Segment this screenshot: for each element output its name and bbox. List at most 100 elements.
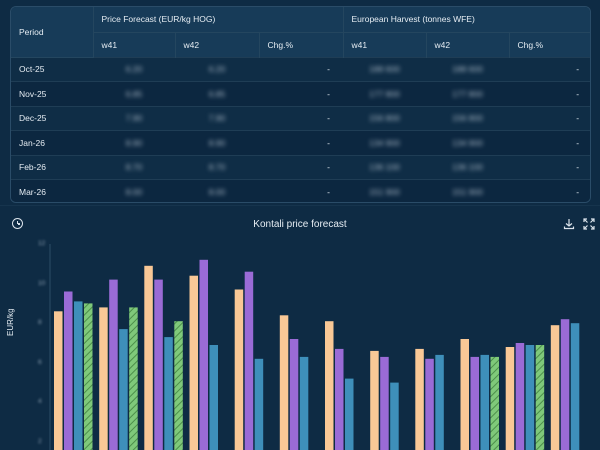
- forecast-table: Period Price Forecast (EUR/kg HOG) Europ…: [11, 7, 590, 202]
- table-row: Feb-26 8.70 8.70 - 136 100 136 100 -: [11, 155, 590, 180]
- bar-series-2-11[interactable]: [515, 343, 525, 450]
- period-header[interactable]: Period: [11, 7, 94, 58]
- price-chg-header[interactable]: Chg.%: [259, 32, 344, 57]
- period-cell: Nov-25: [19, 88, 47, 99]
- bar-series-1-9[interactable]: [415, 348, 424, 450]
- bar-series-1-6[interactable]: [279, 315, 289, 450]
- bar-series-3-6[interactable]: [299, 356, 309, 450]
- expand-icon[interactable]: [583, 218, 595, 230]
- bar-series-3-10[interactable]: [480, 354, 490, 450]
- value-cell: 8.90: [125, 137, 143, 148]
- price-chart: EUR/kg 12 10 8 6 4 2: [0, 236, 600, 450]
- download-icon[interactable]: [563, 218, 575, 230]
- bar-series-1-3[interactable]: [144, 265, 153, 450]
- value-cell: 156 800: [452, 113, 483, 124]
- value-cell: 151 900: [369, 187, 400, 197]
- y-tick-label: 2: [38, 438, 42, 445]
- table-row: Nov-25 6.85 6.85 - 177 800 177 800 -: [11, 81, 590, 106]
- period-cell: Feb-26: [19, 162, 46, 173]
- bar-series-3-1[interactable]: [74, 301, 83, 450]
- value-cell: 151 900: [452, 187, 483, 197]
- bar-series-1-1[interactable]: [54, 311, 63, 450]
- y-tick-label: 12: [38, 240, 46, 247]
- bar-series-1-10[interactable]: [460, 339, 470, 450]
- bar-series-3-4[interactable]: [209, 345, 219, 450]
- y-tick-label: 8: [38, 319, 42, 327]
- european-harvest-group-header: European Harvest (tonnes WFE): [343, 7, 590, 33]
- bar-series-3-5[interactable]: [254, 358, 264, 450]
- bar-series-2-10[interactable]: [470, 356, 480, 450]
- value-cell: 6.20: [208, 64, 226, 75]
- bar-series-1-5[interactable]: [234, 289, 244, 450]
- period-cell: Dec-25: [19, 113, 47, 124]
- bar-series-1-11[interactable]: [505, 347, 515, 450]
- value-cell: 6.85: [125, 88, 143, 99]
- change-cell: -: [576, 113, 580, 124]
- value-cell: 8.00: [125, 187, 143, 197]
- value-cell: 134 900: [452, 137, 483, 148]
- harvest-w41-header[interactable]: w41: [343, 32, 427, 57]
- bar-series-3-3[interactable]: [164, 337, 173, 450]
- bar-series-1-12[interactable]: [550, 325, 560, 450]
- period-cell: Oct-25: [19, 64, 45, 75]
- bar-series-4-2[interactable]: [129, 307, 138, 450]
- value-cell: 6.20: [125, 64, 143, 75]
- change-cell: -: [576, 187, 580, 197]
- bar-series-2-4[interactable]: [199, 259, 209, 450]
- value-cell: 8.90: [208, 137, 226, 148]
- value-cell: 6.85: [208, 88, 226, 99]
- y-tick-label: 6: [38, 358, 42, 366]
- bar-series-2-12[interactable]: [560, 319, 570, 450]
- bar-series-4-11[interactable]: [535, 345, 545, 450]
- bar-series-2-6[interactable]: [289, 339, 299, 450]
- bar-series-3-7[interactable]: [345, 378, 354, 450]
- bar-series-3-11[interactable]: [525, 345, 535, 450]
- bar-series-2-1[interactable]: [64, 291, 73, 450]
- change-cell: -: [576, 162, 580, 173]
- bar-series-3-9[interactable]: [435, 354, 444, 450]
- value-cell: 7.90: [125, 113, 143, 124]
- bar-series-2-2[interactable]: [109, 279, 118, 450]
- value-cell: 188 600: [369, 64, 400, 75]
- price-forecast-group-header: Price Forecast (EUR/kg HOG): [93, 7, 344, 33]
- value-cell: 156 800: [369, 113, 400, 124]
- bar-series-2-5[interactable]: [244, 271, 254, 450]
- chart-header: Kontali price forecast: [0, 212, 600, 236]
- change-cell: -: [576, 137, 580, 148]
- table-row: Jan-26 8.90 8.90 - 134 900 134 900 -: [11, 130, 590, 155]
- change-cell: -: [327, 88, 330, 99]
- change-cell: -: [327, 162, 330, 173]
- bar-series-1-4[interactable]: [189, 275, 199, 450]
- value-cell: 8.70: [125, 162, 143, 173]
- bar-series-2-3[interactable]: [154, 279, 163, 450]
- period-cell: Mar-26: [19, 187, 46, 197]
- bar-series-3-12[interactable]: [570, 323, 580, 450]
- change-cell: -: [576, 88, 580, 99]
- value-cell: 188 600: [452, 64, 483, 75]
- bar-series-4-3[interactable]: [174, 321, 183, 450]
- change-cell: -: [576, 64, 580, 75]
- bar-series-4-10[interactable]: [490, 356, 500, 450]
- bar-series-3-2[interactable]: [119, 329, 128, 450]
- value-cell: 134 900: [369, 137, 400, 148]
- table-row: Oct-25 6.20 6.20 - 188 600 188 600 -: [11, 57, 590, 82]
- bar-series-1-8[interactable]: [370, 350, 379, 450]
- bar-series-2-8[interactable]: [380, 356, 389, 450]
- table-row: Mar-26 8.00 8.00 - 151 900 151 900 -: [11, 179, 590, 202]
- bar-series-2-9[interactable]: [425, 358, 434, 450]
- harvest-chg-header[interactable]: Chg.%: [509, 32, 590, 57]
- bar-series-1-7[interactable]: [325, 321, 334, 450]
- bar-series-2-7[interactable]: [335, 348, 344, 450]
- harvest-w42-header[interactable]: w42: [426, 32, 510, 57]
- price-w41-header[interactable]: w41: [93, 32, 176, 57]
- bar-series-4-1[interactable]: [84, 303, 93, 450]
- value-cell: 7.90: [208, 113, 226, 124]
- bar-series-1-2[interactable]: [99, 307, 108, 450]
- change-cell: -: [327, 113, 330, 124]
- clock-icon[interactable]: [12, 218, 23, 229]
- value-cell: 177 800: [369, 88, 400, 99]
- bar-series-3-8[interactable]: [390, 382, 399, 450]
- change-cell: -: [327, 187, 330, 197]
- section-divider: [0, 205, 600, 206]
- price-w42-header[interactable]: w42: [175, 32, 260, 57]
